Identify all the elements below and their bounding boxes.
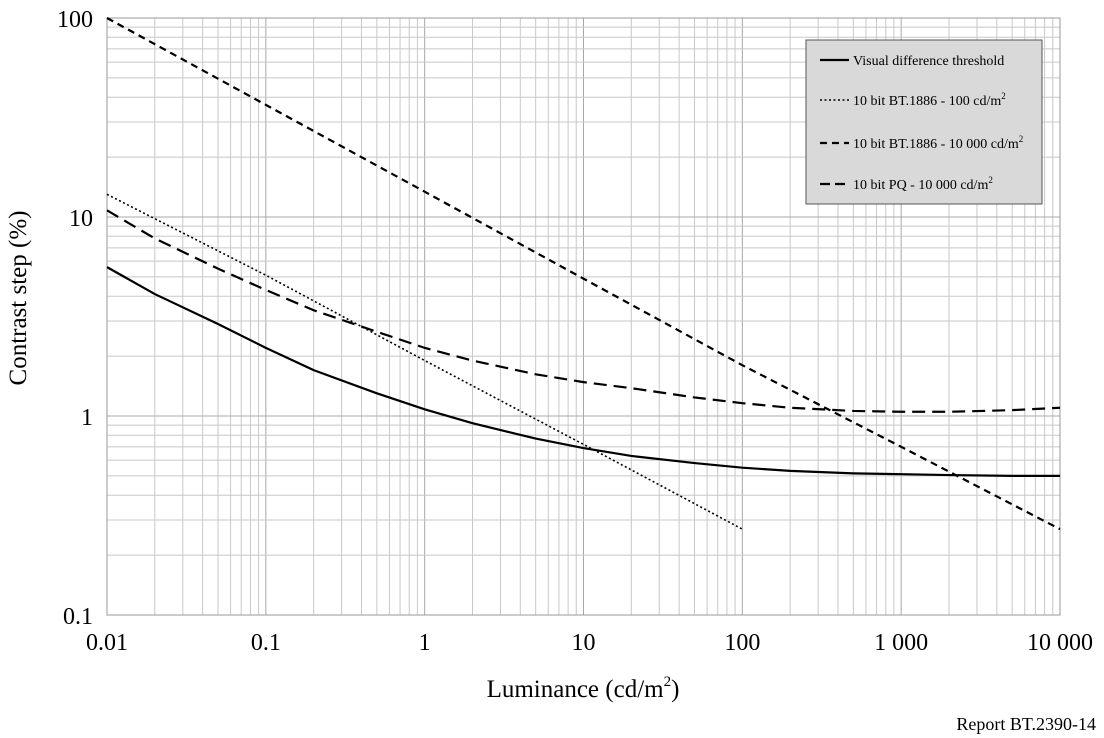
series-line <box>106 17 1061 531</box>
x-tick-label: 100 <box>724 630 760 656</box>
legend: Visual difference threshold 10 bit BT.188… <box>805 39 1043 205</box>
x-axis-title: Luminance (cd/m2) <box>487 674 680 703</box>
x-tick-label: 0.1 <box>251 630 281 656</box>
x-axis-ticks: 0.01 0.1 1 10 100 1 000 10 000 <box>86 630 1093 656</box>
x-tick-label: 1 <box>419 630 431 656</box>
legend-label: 10 bit BT.1886 - 100 cd/m2 <box>853 91 1006 109</box>
series-line <box>106 193 743 530</box>
report-label: Report BT.2390-14 <box>956 714 1096 734</box>
plot-frame <box>106 17 1061 616</box>
x-tick-label: 10 000 <box>1027 630 1093 656</box>
series-layer <box>106 17 1061 531</box>
legend-label: 10 bit PQ - 10 000 cd/m2 <box>853 175 993 193</box>
y-axis-title: Contrast step (%) <box>5 211 32 386</box>
series-line <box>106 209 1061 413</box>
legend-box <box>805 39 1043 205</box>
x-tick-label: 0.01 <box>86 630 128 656</box>
grid <box>107 18 1060 615</box>
legend-label: 10 bit BT.1886 - 10 000 cd/m2 <box>853 134 1023 152</box>
y-tick-label: 10 <box>69 206 93 232</box>
x-tick-label: 1 000 <box>874 630 928 656</box>
y-tick-label: 1 <box>81 405 93 431</box>
y-axis-ticks: 0.1 1 10 100 <box>57 7 93 630</box>
x-tick-label: 10 <box>572 630 596 656</box>
series-line <box>106 266 1060 477</box>
legend-label: Visual difference threshold <box>853 54 1004 69</box>
y-tick-label: 100 <box>57 7 93 33</box>
y-tick-label: 0.1 <box>63 604 93 630</box>
